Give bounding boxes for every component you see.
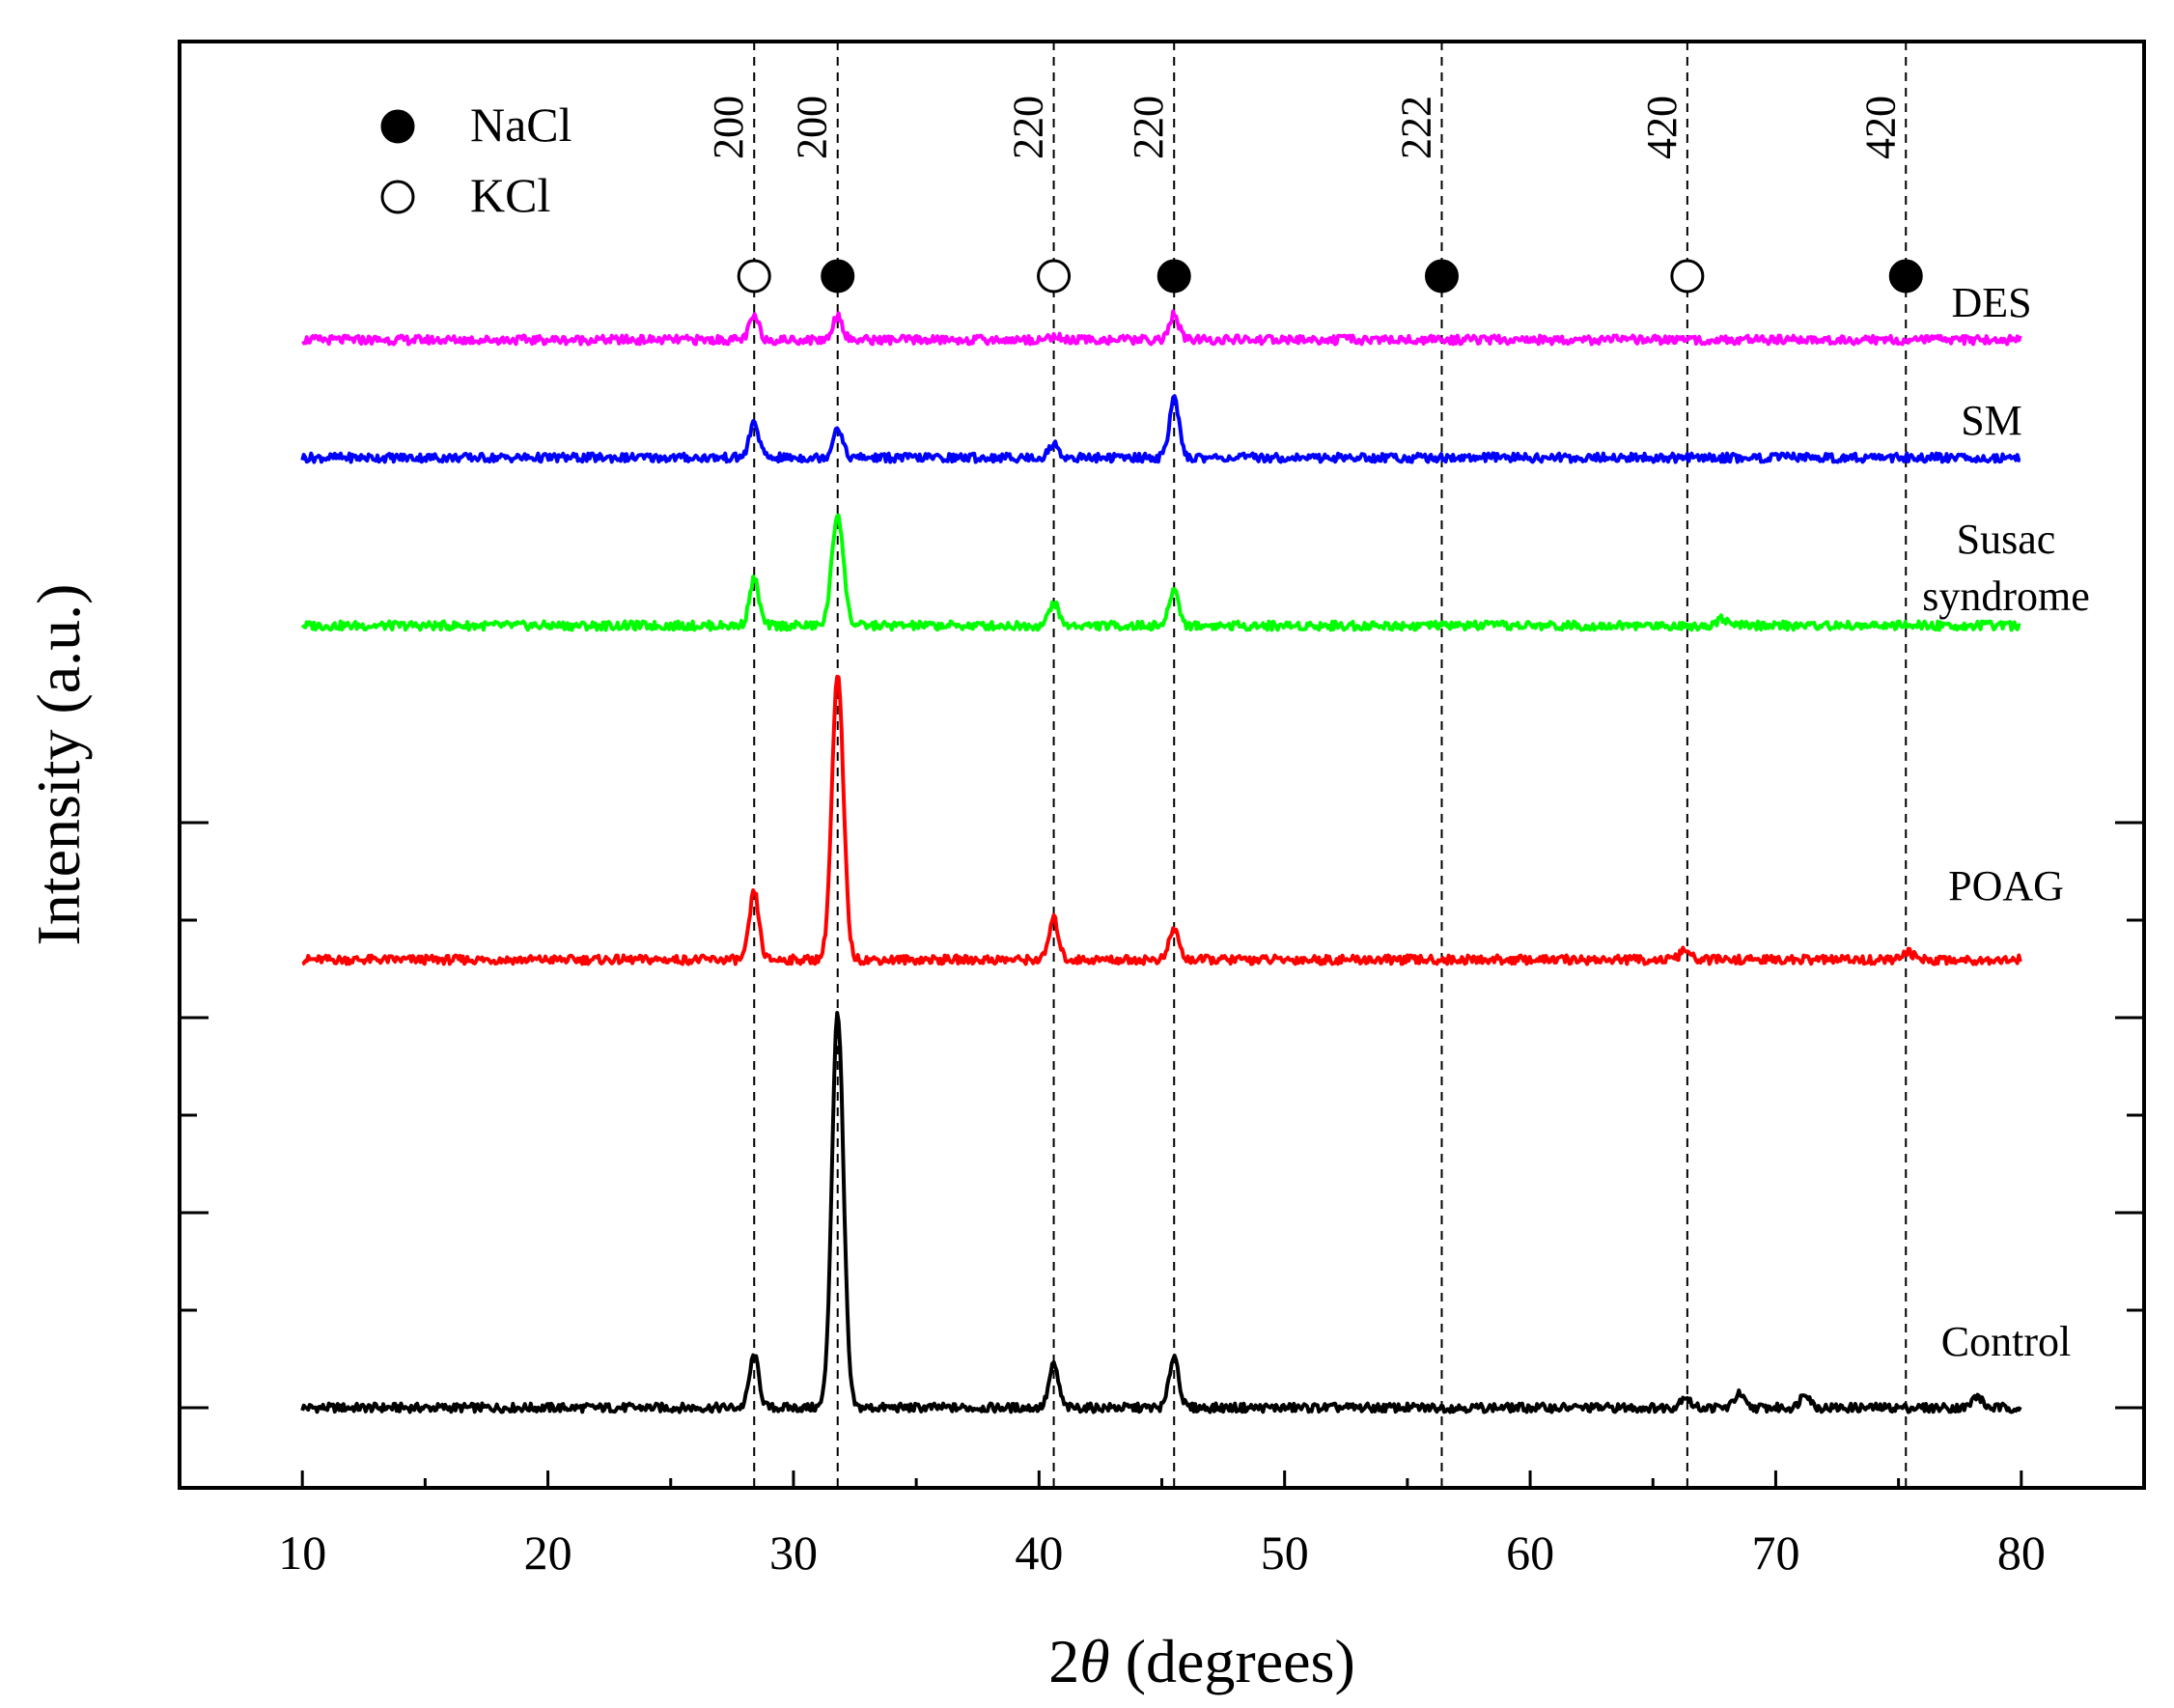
kcl-marker bbox=[1670, 259, 1705, 294]
phase-markers bbox=[737, 259, 1923, 294]
series-control-line bbox=[300, 1011, 2022, 1414]
reference-lines: 200 200 220 220 222 420 420 bbox=[705, 42, 1908, 1488]
hkl-label: 222 bbox=[1392, 96, 1439, 159]
axis-ticks: 10 20 30 40 50 60 70 80 bbox=[180, 821, 2144, 1580]
nacl-marker bbox=[1888, 259, 1923, 294]
x-tick-label: 60 bbox=[1506, 1526, 1554, 1580]
legend-nacl-label: NaCl bbox=[470, 98, 572, 152]
series-label-sm: SM bbox=[1961, 397, 2022, 444]
nacl-marker bbox=[1424, 259, 1459, 294]
nacl-marker bbox=[821, 259, 855, 294]
y-axis-label: Intensity (a.u.) bbox=[24, 584, 93, 946]
x-tick-label: 30 bbox=[769, 1526, 818, 1580]
x-tick-label: 80 bbox=[1997, 1526, 2046, 1580]
kcl-marker bbox=[737, 259, 771, 294]
series-layer bbox=[300, 309, 2022, 1414]
series-des-line bbox=[301, 309, 2022, 347]
series-label-des: DES bbox=[1951, 279, 2031, 326]
hkl-label: 220 bbox=[1005, 96, 1052, 159]
hkl-label: 200 bbox=[789, 96, 836, 159]
series-susac-syndrome-line bbox=[300, 513, 2021, 632]
hkl-label: 420 bbox=[1638, 96, 1686, 159]
series-label-susac-line1: Susac bbox=[1957, 516, 2056, 563]
series-label-control: Control bbox=[1941, 1318, 2071, 1365]
series-sm-line bbox=[300, 394, 2021, 464]
hkl-label: 220 bbox=[1125, 96, 1172, 159]
x-tick-label: 10 bbox=[278, 1526, 326, 1580]
x-tick-label: 70 bbox=[1751, 1526, 1799, 1580]
series-label-poag: POAG bbox=[1948, 862, 2064, 910]
x-tick-label: 20 bbox=[524, 1526, 572, 1580]
legend-kcl-label: KCl bbox=[470, 168, 550, 222]
legend-kcl-marker bbox=[380, 180, 415, 214]
x-tick-label: 50 bbox=[1261, 1526, 1309, 1580]
kcl-marker bbox=[1037, 259, 1072, 294]
hkl-label: 420 bbox=[1856, 96, 1904, 159]
legend-nacl-marker bbox=[380, 109, 415, 144]
plot-frame bbox=[178, 40, 2146, 1490]
legend: NaCl KCl bbox=[380, 98, 572, 222]
nacl-marker bbox=[1157, 259, 1191, 294]
series-labels: DES SM Susac syndrome POAG Control bbox=[1922, 279, 2090, 1365]
series-label-susac-line2: syndrome bbox=[1922, 573, 2090, 620]
hkl-label: 200 bbox=[705, 96, 752, 159]
x-tick-label: 40 bbox=[1015, 1526, 1063, 1580]
series-poag-line bbox=[301, 674, 2022, 966]
x-axis-label: 2θ (degrees) bbox=[1048, 1627, 1355, 1695]
